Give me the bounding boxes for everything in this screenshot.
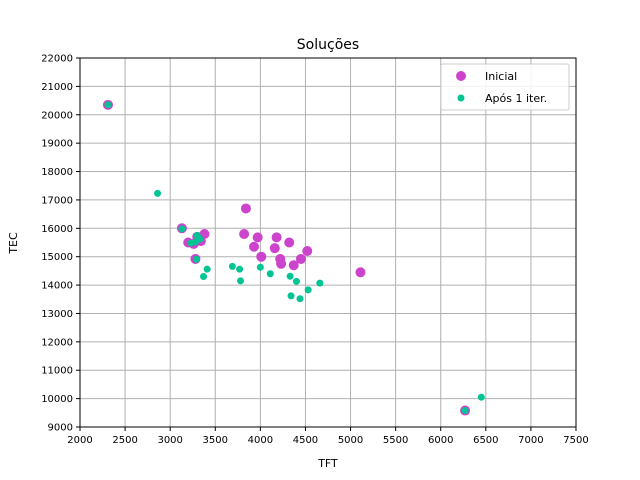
x-tick-label: 5000: [338, 435, 363, 446]
y-tick-label: 10000: [41, 394, 73, 405]
data-point: [178, 225, 186, 233]
data-point: [237, 277, 245, 285]
data-point: [288, 260, 299, 271]
x-tick-label: 4000: [248, 435, 273, 446]
x-tick-label: 5500: [383, 435, 408, 446]
data-point: [477, 393, 485, 401]
data-point: [304, 286, 312, 294]
data-point: [196, 235, 204, 243]
data-point: [269, 243, 280, 254]
legend-box: [440, 63, 570, 111]
legend-marker-apos: [457, 94, 465, 102]
data-point: [228, 262, 236, 270]
data-point: [256, 263, 264, 271]
x-tick-label: 4500: [293, 435, 318, 446]
data-point: [236, 265, 244, 273]
x-ticks: 2000 2500 3000 3500 4000 4500 5000 5500 6000 6500…: [67, 427, 589, 446]
series-inicial: [102, 99, 471, 416]
data-point: [295, 253, 306, 264]
y-tick-label: 12000: [41, 337, 73, 348]
x-axis-label: TFT: [317, 457, 338, 470]
y-tick-label: 15000: [41, 252, 73, 263]
data-point: [239, 228, 250, 239]
data-point: [256, 251, 267, 262]
y-tick-label: 11000: [41, 366, 73, 377]
plot-frame: [79, 57, 577, 428]
x-tick-label: 6000: [428, 435, 453, 446]
y-tick-label: 13000: [41, 309, 73, 320]
data-point: [286, 272, 294, 280]
data-point: [249, 241, 260, 252]
data-point: [266, 270, 274, 278]
legend-label-apos: Após 1 iter.: [485, 92, 547, 105]
y-tick-label: 9000: [48, 423, 73, 434]
x-tick-label: 2000: [67, 435, 92, 446]
y-tick-label: 18000: [41, 167, 73, 178]
data-point: [240, 203, 251, 214]
y-axis-label: TEC: [7, 232, 20, 255]
x-tick-label: 7500: [563, 435, 588, 446]
data-point: [296, 295, 304, 303]
data-point: [287, 292, 295, 300]
y-tick-label: 14000: [41, 281, 73, 292]
data-point: [302, 246, 313, 257]
data-point: [284, 237, 295, 248]
y-tick-label: 19000: [41, 139, 73, 150]
y-tick-label: 16000: [41, 224, 73, 235]
data-point: [200, 273, 208, 281]
y-tick-label: 20000: [41, 110, 73, 121]
data-point: [355, 267, 366, 278]
data-point: [271, 232, 282, 243]
data-point: [276, 258, 287, 269]
y-tick-label: 22000: [41, 54, 73, 65]
x-tick-label: 2500: [112, 435, 137, 446]
legend: Inicial Após 1 iter.: [440, 63, 570, 111]
y-tick-label: 17000: [41, 195, 73, 206]
x-tick-label: 3000: [157, 435, 182, 446]
x-tick-label: 6500: [473, 435, 498, 446]
x-tick-label: 3500: [203, 435, 228, 446]
legend-label-inicial: Inicial: [485, 70, 517, 83]
legend-marker-inicial: [456, 71, 466, 81]
data-point: [316, 279, 324, 287]
grid-lines: [79, 57, 577, 428]
data-point: [192, 255, 200, 263]
data-point: [252, 232, 263, 243]
data-point: [104, 101, 112, 109]
y-ticks: 9000 10000 11000 12000 13000 14000 15000 16000 1…: [41, 54, 80, 434]
x-tick-label: 7000: [518, 435, 543, 446]
series-apos-1-iter: [104, 101, 485, 415]
data-point: [203, 265, 211, 273]
data-point: [292, 277, 300, 285]
data-point: [461, 407, 469, 415]
chart-title: Soluções: [297, 37, 359, 53]
series-layer: [102, 99, 485, 416]
y-tick-label: 21000: [41, 82, 73, 93]
data-point: [154, 189, 162, 197]
